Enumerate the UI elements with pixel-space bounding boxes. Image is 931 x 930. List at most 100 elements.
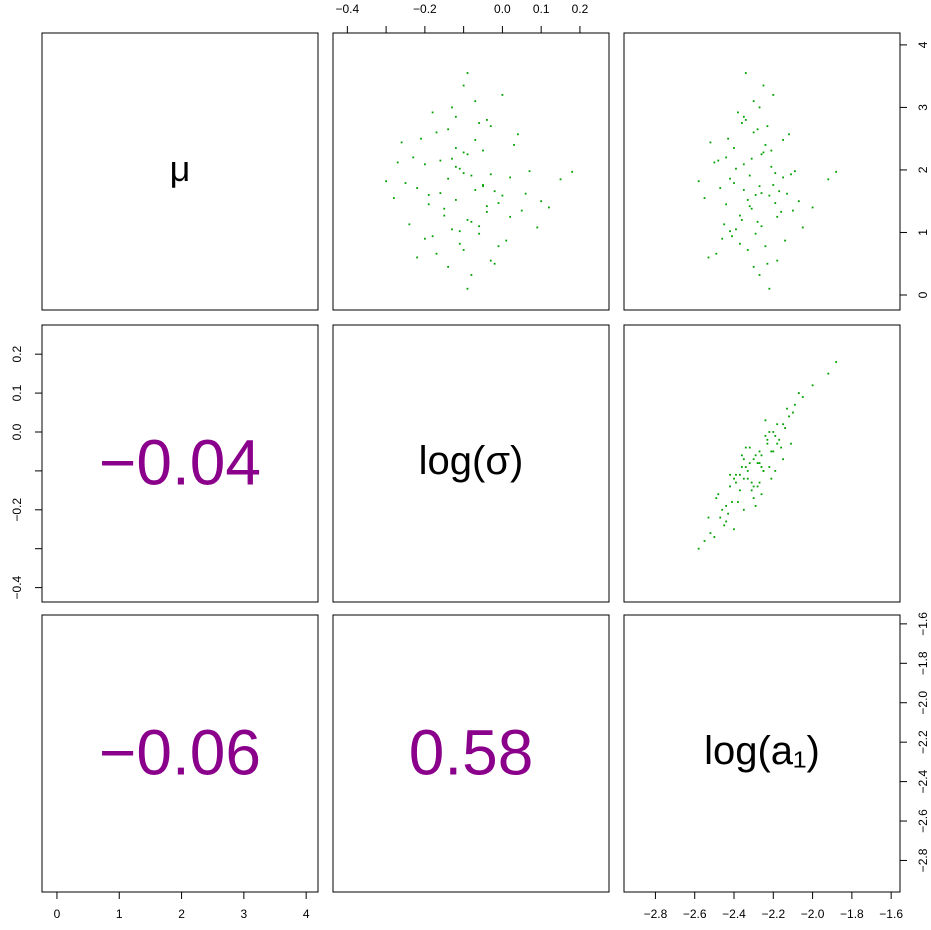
x-tick-label: 4: [303, 907, 310, 921]
scatter-point: [435, 131, 438, 134]
scatter-point: [762, 151, 765, 154]
scatter-point: [548, 206, 550, 209]
scatter-point: [752, 458, 755, 461]
scatter-point: [770, 450, 773, 453]
x-tick-label: −1.8: [840, 907, 864, 921]
scatter-point: [447, 265, 450, 268]
x-tick-label: −2.8: [644, 907, 668, 921]
x-tick-label: 0.0: [494, 2, 511, 16]
scatter-point: [784, 239, 786, 242]
scatter-point: [385, 180, 388, 183]
y-tick-label: 3: [916, 104, 930, 111]
scatter-point: [717, 493, 720, 496]
scatter-point: [454, 147, 457, 149]
y-tick-label: 0.2: [10, 346, 24, 363]
scatter-point: [404, 182, 407, 184]
correlation-label: −0.06: [99, 716, 261, 788]
y-tick-label: −2.6: [916, 809, 930, 833]
scatter-point: [776, 423, 779, 426]
scatter-point: [752, 265, 755, 268]
scatter-point: [540, 200, 543, 203]
scatter-point: [451, 228, 453, 231]
scatter-point: [748, 205, 751, 208]
scatter-point: [458, 167, 461, 170]
scatter-point: [462, 172, 465, 174]
scatter-point: [801, 396, 804, 398]
scatter-point: [707, 516, 710, 519]
scatter-point: [760, 153, 763, 156]
panel-frame: [623, 324, 901, 603]
scatter-point: [748, 462, 751, 465]
y-tick-label: −2.2: [916, 730, 930, 754]
scatter-point: [776, 442, 779, 445]
scatter-point: [770, 477, 773, 480]
correlation-label: −0.04: [99, 426, 261, 498]
x-tick-label: −2.4: [722, 907, 746, 921]
scatter-point: [772, 184, 775, 186]
y-tick-label: 0.1: [10, 384, 24, 401]
y-tick-label: 4: [916, 41, 930, 48]
scatter-point: [493, 262, 496, 265]
scatter-point: [482, 185, 484, 188]
scatter-point: [485, 210, 488, 213]
scatter-point: [764, 144, 767, 146]
scatter-point: [760, 225, 763, 228]
scatter-point: [723, 223, 726, 226]
scatter-point: [760, 466, 763, 468]
scatter-point: [764, 419, 767, 422]
scatter-point: [790, 173, 792, 176]
scatter-point: [788, 415, 790, 418]
scatter-point: [742, 115, 745, 118]
scatter-point: [792, 209, 794, 212]
scatter-point: [721, 237, 724, 240]
scatter-point: [423, 237, 426, 240]
scatter-point: [447, 128, 450, 131]
scatter-point: [501, 194, 504, 197]
scatter-point: [721, 508, 724, 511]
scatter-point: [784, 427, 786, 429]
scatter-point: [735, 167, 737, 170]
scatter-point: [746, 477, 749, 480]
scatter-point: [827, 372, 830, 375]
scatter-point: [756, 220, 759, 223]
scatter-point: [801, 226, 804, 229]
scatter-point: [731, 501, 733, 503]
scatter-point: [416, 187, 419, 189]
scatter-point: [725, 505, 728, 507]
scatter-point: [776, 259, 779, 262]
scatter-point: [478, 122, 481, 124]
y-tick-label: −1.8: [916, 651, 930, 675]
scatter-point: [400, 141, 403, 144]
scatter-point: [752, 100, 755, 103]
scatter-point: [466, 72, 469, 74]
scatter-point: [420, 137, 422, 140]
scatter-point: [750, 481, 753, 484]
scatter-point: [408, 223, 411, 226]
scatter-point: [744, 446, 747, 449]
scatter-point: [740, 219, 743, 221]
scatter-point: [762, 84, 765, 87]
scatter-point: [746, 469, 749, 472]
y-tick-label: −2.4: [916, 769, 930, 793]
scatter-point: [797, 200, 800, 203]
scatter-point: [758, 450, 761, 453]
scatter-point: [396, 161, 399, 164]
scatter-point: [762, 469, 765, 472]
scatter-point: [443, 207, 446, 210]
x-tick-label: −1.6: [879, 907, 903, 921]
x-tick-label: −2.2: [761, 907, 785, 921]
scatter-point: [766, 438, 769, 441]
scatter-point: [454, 115, 457, 118]
scatter-point: [739, 214, 741, 217]
scatter-point: [447, 177, 450, 180]
scatter-point: [735, 473, 737, 476]
y-tick-label: 2: [916, 166, 930, 173]
scatter-point: [782, 423, 785, 426]
scatter-point: [439, 159, 442, 162]
scatter-point: [458, 230, 461, 233]
scatter-point: [713, 536, 716, 538]
scatter-point: [713, 161, 716, 164]
scatter-point: [742, 477, 745, 480]
scatter-point: [764, 434, 767, 437]
scatter-point: [742, 508, 745, 511]
